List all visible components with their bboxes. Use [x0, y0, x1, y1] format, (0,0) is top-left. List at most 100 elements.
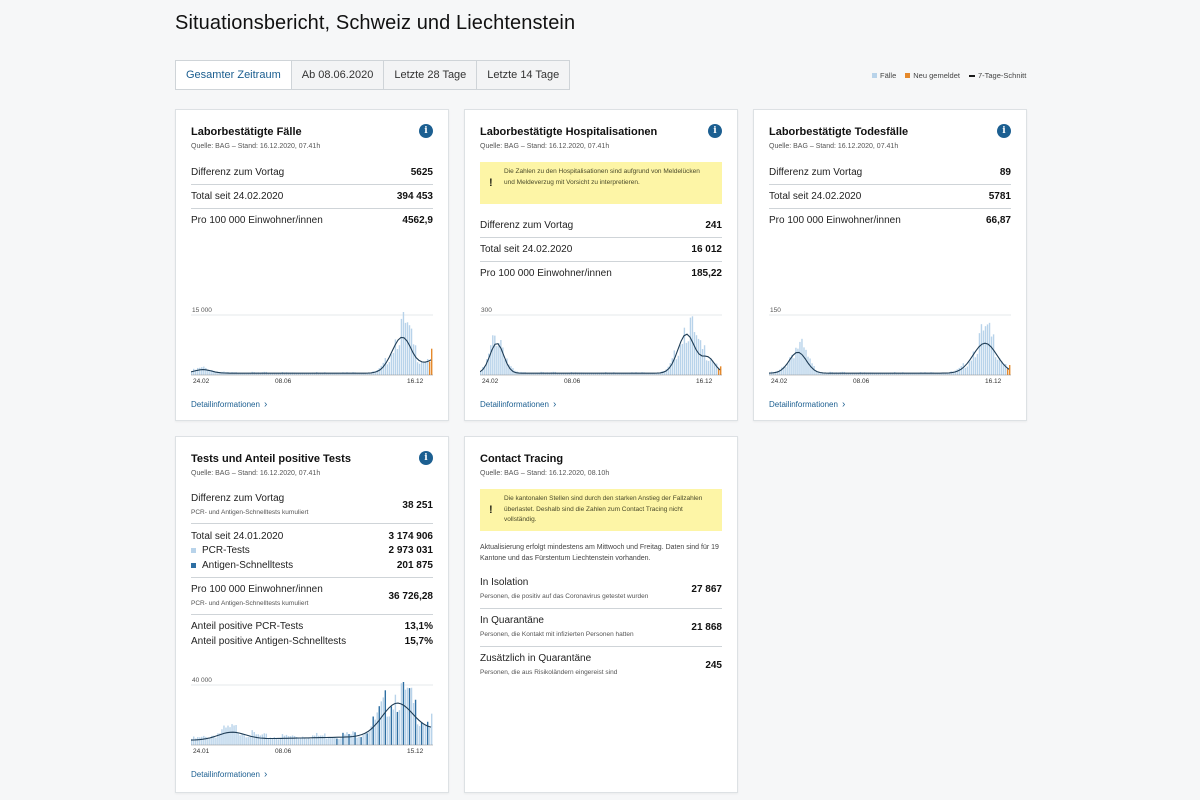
row-antigen: Antigen-Schnelltests 201 875 — [191, 560, 433, 571]
chart-bar — [609, 372, 611, 375]
chart-bar — [996, 359, 999, 375]
chart-bar — [408, 688, 411, 745]
chart-bar — [307, 373, 310, 375]
chart-bar — [408, 325, 411, 375]
row-label: Differenz zum Vortag — [191, 167, 285, 178]
info-icon[interactable]: i — [708, 124, 722, 138]
tab-letzte-14-tage[interactable]: Letzte 14 Tage — [477, 61, 570, 89]
info-icon[interactable]: i — [419, 124, 433, 138]
chart-bar — [213, 735, 215, 745]
chart-bar — [510, 366, 512, 375]
card-source: Quelle: BAG – Stand: 16.12.2020, 07.41h — [191, 470, 321, 477]
row-label: Pro 100 000 Einwohner/innen — [769, 215, 901, 226]
chart-bar — [663, 371, 665, 375]
chart-bar — [322, 735, 324, 745]
pcr-swatch — [191, 548, 196, 553]
chart-bar — [982, 330, 985, 375]
row-sublabel: Personen, die positiv auf das Coronaviru… — [480, 593, 649, 600]
chart-bar — [693, 332, 696, 375]
chart-bar — [380, 701, 382, 745]
chart-bar — [883, 373, 886, 375]
chart-bar — [330, 738, 332, 745]
chart-bar — [938, 373, 940, 375]
chart-bar — [237, 733, 239, 745]
chart-bar — [558, 372, 561, 375]
detail-link-label: Detailinformationen — [191, 770, 260, 779]
row-total: Total seit 24.02.2020 16 012 — [480, 244, 722, 255]
chart-bar — [416, 724, 419, 745]
info-icon[interactable]: i — [419, 451, 433, 465]
chart-bar — [324, 733, 326, 745]
chart-bar — [402, 312, 405, 375]
detail-link[interactable]: Detailinformationen › — [769, 399, 845, 410]
x-tick-label: 16.12 — [696, 378, 713, 385]
chart-bar — [211, 735, 213, 745]
card-source: Quelle: BAG – Stand: 16.12.2020, 08.10h — [480, 470, 610, 477]
detail-link[interactable]: Detailinformationen › — [191, 399, 267, 410]
chart-bar — [358, 736, 360, 745]
info-icon[interactable]: i — [997, 124, 1011, 138]
row-per100k-label: Pro 100 000 Einwohner/innen — [191, 584, 323, 595]
chart-bar — [560, 373, 563, 375]
chart-bar — [490, 345, 492, 375]
chart-bar — [801, 338, 803, 375]
chart-bar — [603, 372, 605, 375]
row-quarantine-value: 21 868 — [691, 622, 722, 633]
row-label: Antigen-Schnelltests — [202, 560, 294, 571]
chart-bar — [627, 373, 629, 375]
chart-bar — [249, 736, 251, 745]
chart-bar — [1000, 361, 1003, 375]
chart-bar — [588, 373, 591, 375]
chart-bar — [590, 372, 593, 375]
chart-bar — [376, 712, 378, 745]
chart-bar — [532, 373, 534, 375]
tab-gesamter-zeitraum[interactable]: Gesamter Zeitraum — [176, 61, 292, 89]
chart-bar — [388, 362, 391, 375]
card-title: Laborbestätigte Fälle — [191, 126, 302, 138]
chart-bar — [847, 372, 850, 375]
x-tick-label: 08.06 — [275, 748, 292, 755]
chart-bar — [637, 372, 639, 375]
chart-bar — [402, 682, 405, 745]
chart-bar — [910, 373, 912, 375]
deaths-chart: 150 24.02 08.06 16.12 — [769, 307, 1011, 385]
card-deaths: Laborbestätigte Todesfälle Quelle: BAG –… — [753, 109, 1027, 421]
chart-bar — [629, 373, 631, 375]
card-title: Laborbestätigte Todesfälle — [769, 126, 909, 138]
chart-bar — [673, 350, 676, 375]
chart-bar — [275, 373, 278, 375]
antigen-swatch — [191, 563, 196, 568]
x-tick-label: 16.12 — [985, 378, 1002, 385]
chart-bar — [639, 372, 641, 375]
card-source: Quelle: BAG – Stand: 16.12.2020, 07.41h — [769, 143, 899, 150]
chart-bar — [885, 373, 888, 375]
row-value: 13,1% — [404, 621, 433, 632]
avg-line — [191, 702, 432, 741]
chart-bar — [775, 371, 777, 375]
card-cases: Laborbestätigte Fälle Quelle: BAG – Stan… — [175, 109, 449, 421]
detail-link[interactable]: Detailinformationen › — [480, 399, 556, 410]
x-tick-label: 24.01 — [193, 748, 210, 755]
divider — [191, 184, 433, 185]
row-total: Total seit 24.02.2020 394 453 — [191, 191, 433, 202]
chart-bar — [679, 344, 682, 375]
chart-bar — [699, 340, 702, 375]
divider — [769, 184, 1011, 185]
chart-bar — [936, 373, 938, 375]
tab-ab-08-06-2020[interactable]: Ab 08.06.2020 — [291, 61, 385, 89]
chart-bar — [217, 733, 219, 745]
row-label: Anteil positive Antigen-Schnelltests — [191, 636, 347, 647]
detail-link[interactable]: Detailinformationen › — [191, 769, 267, 780]
row-label: Total seit 24.02.2020 — [480, 244, 573, 255]
chart-bar — [338, 739, 340, 745]
chart-bar — [362, 735, 364, 745]
chart-bar — [701, 349, 704, 375]
y-max-label: 150 — [770, 307, 781, 314]
chart-bar — [368, 373, 370, 375]
chart-bar — [534, 373, 536, 375]
chart-bar — [303, 373, 306, 375]
tab-letzte-28-tage[interactable]: Letzte 28 Tage — [384, 61, 478, 89]
chart-bar — [247, 373, 249, 375]
x-tick-label: 15.12 — [407, 748, 424, 755]
chart-bar — [988, 322, 991, 375]
